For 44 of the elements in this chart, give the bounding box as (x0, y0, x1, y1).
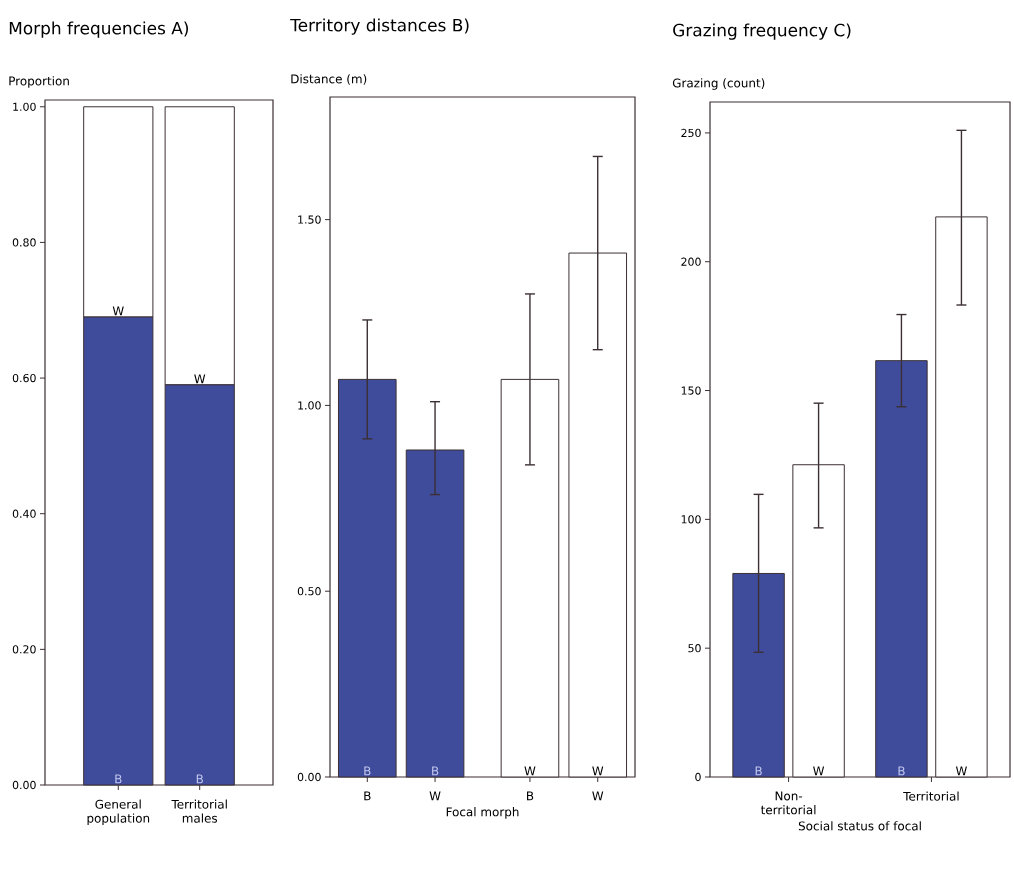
text: B (898, 766, 905, 776)
series-label: B (115, 774, 122, 784)
series-label: W (524, 766, 536, 776)
x-axis-title: Social status of focal (798, 821, 921, 831)
text: W (955, 766, 967, 776)
y-tick-label: 0 (695, 772, 701, 782)
y-tick-label: 0.60 (12, 373, 36, 383)
x-tick-label: B (364, 791, 371, 801)
y-tick-label: 50 (688, 644, 701, 653)
chart-title: Grazing frequency C) (673, 23, 851, 40)
y-tick-label: 150 (681, 386, 701, 395)
series-label: B (364, 766, 371, 776)
y-tick-label: 100 (681, 515, 701, 524)
y-axis-title: Grazing (count) (672, 78, 765, 90)
chart-title: Morph frequencies A) (9, 21, 188, 38)
y-tick-label: 0.40 (12, 509, 36, 518)
y-tick-label: 1.50 (298, 215, 321, 224)
x-axis-title: Focal morph (446, 807, 519, 819)
x-tick-label: W (429, 791, 441, 801)
series-label: W (813, 766, 825, 776)
x-tick-label: Non-territorial (760, 791, 816, 815)
x-tick-label: General population (87, 799, 150, 826)
y-tick-label: 250 (681, 128, 701, 138)
text: W (194, 374, 206, 384)
x-tick-label: W (592, 791, 604, 801)
y-axis-title: Distance (m) (291, 74, 367, 85)
chart-title: Territory distances B) (290, 18, 469, 35)
y-tick-label: 0.00 (297, 772, 321, 782)
y-tick-label: 0.50 (297, 587, 321, 596)
y-tick-label: 0.80 (12, 238, 36, 247)
y-tick-label: 200 (681, 257, 701, 266)
x-tick-label: B (527, 791, 534, 801)
y-axis-title: Proportion (9, 76, 69, 88)
text: B (196, 774, 203, 784)
x-tick-label: Territorial (903, 791, 959, 801)
y-tick-label: 1.00 (13, 102, 36, 111)
series-label: W (112, 306, 124, 316)
series-label: B (755, 766, 762, 776)
y-tick-label: 1.00 (298, 401, 321, 410)
x-tick-label: Territorial males (171, 799, 227, 823)
y-tick-label: 0.20 (12, 645, 36, 654)
y-tick-label: 0.00 (12, 780, 36, 790)
text: B (432, 766, 439, 776)
text: W (592, 766, 604, 776)
